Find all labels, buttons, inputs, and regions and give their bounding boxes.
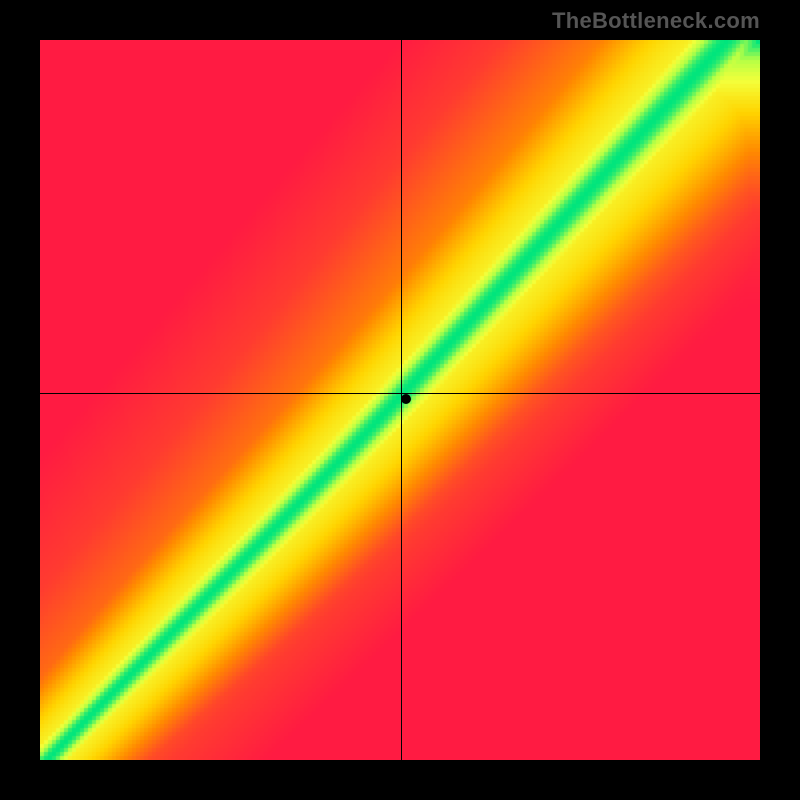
plot-area bbox=[40, 40, 760, 760]
marker-dot bbox=[401, 394, 411, 404]
watermark-text: TheBottleneck.com bbox=[552, 8, 760, 34]
chart-container: TheBottleneck.com bbox=[0, 0, 800, 800]
crosshair-horizontal bbox=[40, 393, 760, 394]
